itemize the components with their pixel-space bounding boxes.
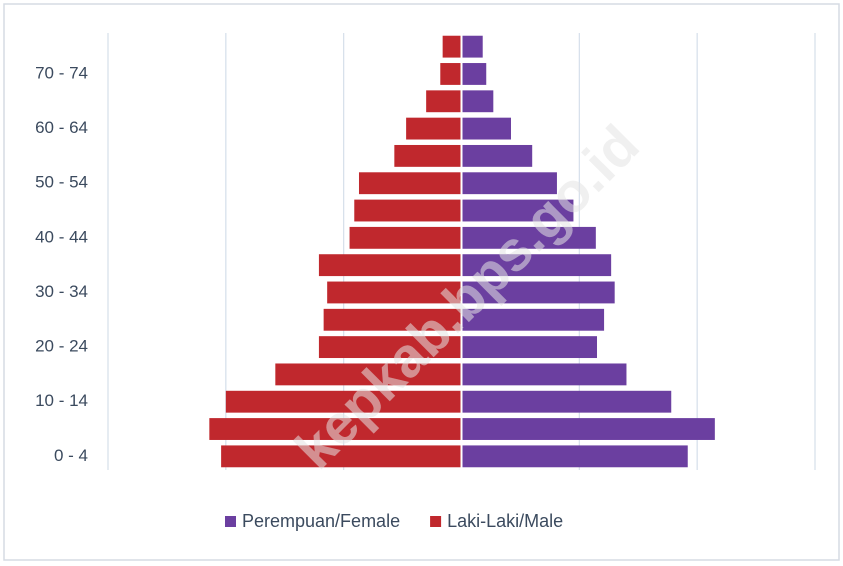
bar [461, 445, 688, 468]
bar [461, 90, 494, 113]
bar [461, 226, 596, 249]
bar [461, 117, 511, 140]
bar [461, 199, 574, 222]
bar [426, 90, 462, 113]
bar [323, 308, 462, 331]
y-tick-label: 10 - 14 [35, 391, 88, 410]
bar [461, 281, 615, 304]
bar [461, 418, 715, 440]
bar [209, 418, 462, 440]
bar [461, 35, 483, 58]
y-tick-label: 50 - 54 [35, 173, 88, 192]
y-tick-label: 20 - 24 [35, 337, 88, 356]
bar [461, 390, 672, 413]
bar [461, 363, 627, 386]
y-tick-label: 30 - 34 [35, 282, 88, 301]
bar [221, 445, 462, 468]
y-tick-label: 70 - 74 [35, 63, 88, 82]
bar [327, 281, 462, 304]
bar [461, 63, 487, 85]
bar [225, 390, 462, 413]
bar [461, 144, 533, 167]
y-tick-label: 0 - 4 [54, 446, 88, 465]
bar [275, 363, 462, 386]
y-tick-label: 40 - 44 [35, 227, 88, 246]
legend-label: Laki-Laki/Male [447, 511, 563, 531]
bar [358, 172, 462, 195]
legend-label: Perempuan/Female [242, 511, 400, 531]
bar [318, 254, 462, 277]
bar [354, 199, 462, 222]
bar [461, 336, 598, 359]
bar [406, 117, 462, 140]
bar [461, 172, 557, 195]
y-tick-label: 60 - 64 [35, 118, 88, 137]
bar [349, 226, 462, 249]
bar [442, 35, 462, 58]
bar [461, 254, 612, 277]
bar [461, 308, 605, 331]
bar [318, 336, 462, 359]
legend-swatch [430, 516, 442, 527]
bar [394, 144, 462, 167]
legend-swatch [225, 516, 236, 527]
bar [440, 63, 462, 85]
